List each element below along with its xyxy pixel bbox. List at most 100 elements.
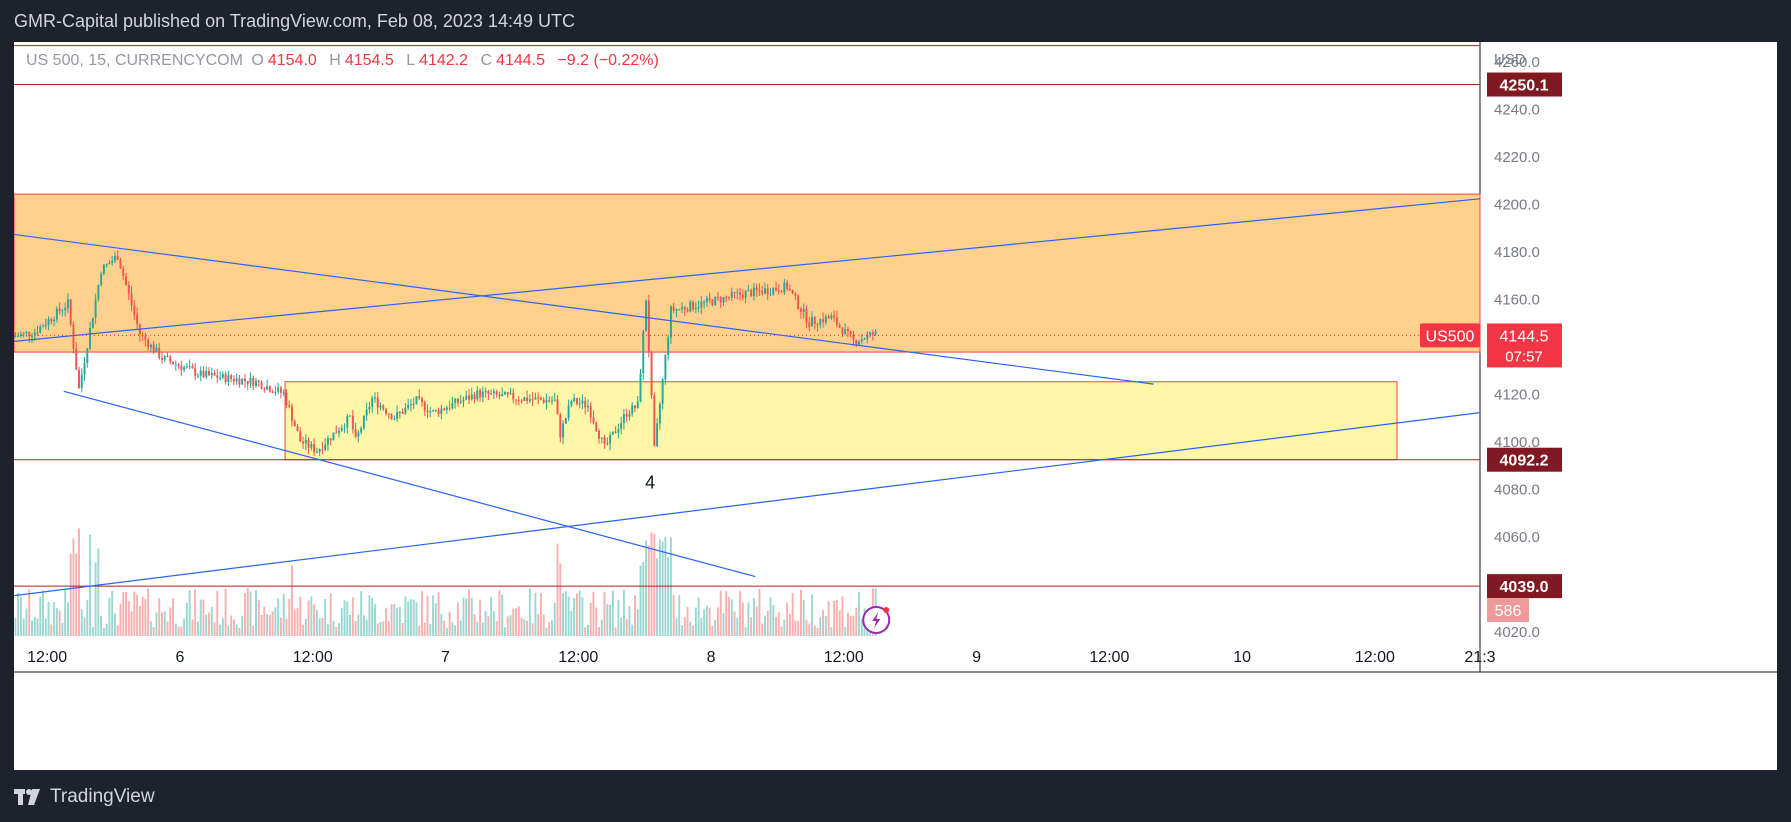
volume-bar — [678, 594, 681, 636]
candle-body — [498, 394, 501, 397]
price-chart[interactable]: 44020.04040.04060.04080.04100.04120.0414… — [14, 42, 1777, 770]
volume-bar — [808, 623, 811, 636]
volume-bar — [315, 610, 318, 636]
candle-body — [838, 324, 841, 328]
candle-body — [730, 292, 733, 298]
candle-body — [523, 397, 526, 401]
volume-bar — [332, 620, 335, 636]
candle-body — [39, 326, 42, 333]
candle-body — [528, 399, 531, 401]
volume-bar — [412, 599, 415, 636]
candle-body — [255, 380, 257, 386]
candle-body — [625, 414, 628, 417]
candle-body — [55, 308, 58, 320]
volume-bar — [448, 611, 451, 636]
candle-body — [772, 288, 775, 294]
candle-body — [650, 351, 653, 396]
volume-bar — [42, 590, 45, 636]
candle-body — [512, 392, 515, 400]
candle-body — [64, 307, 67, 311]
candle-body — [304, 439, 307, 444]
volume-bar — [766, 611, 769, 636]
chart-frame[interactable]: 44020.04040.04060.04080.04100.04120.0414… — [14, 42, 1777, 770]
candle-body — [805, 308, 808, 323]
candle-body — [844, 329, 847, 335]
last-price-box — [1487, 323, 1562, 368]
candle-body — [340, 428, 343, 432]
volume-bar — [669, 537, 672, 636]
candle-body — [703, 301, 706, 303]
candle-body — [645, 300, 648, 332]
candle-body — [360, 427, 363, 433]
volume-bar — [722, 613, 725, 636]
volume-bar — [161, 612, 163, 636]
volume-bar — [293, 609, 296, 636]
candle-body — [94, 299, 97, 318]
volume-bar — [675, 618, 678, 636]
candle-body — [631, 405, 634, 415]
candle-body — [326, 438, 329, 445]
volume-bar — [592, 591, 595, 636]
candle-body — [50, 319, 53, 322]
volume-bar — [360, 591, 363, 636]
volume-bar — [415, 602, 418, 636]
volume-bar — [28, 589, 31, 636]
candle-body — [459, 401, 462, 403]
zone-orange — [14, 193, 1481, 353]
volume-bar — [255, 590, 257, 636]
candle-body — [470, 394, 473, 400]
candle-body — [501, 394, 504, 397]
volume-bar — [172, 598, 175, 636]
y-tick-label: 4080.0 — [1494, 482, 1540, 499]
volume-bar — [125, 592, 127, 636]
candle-body — [869, 332, 872, 335]
candle-body — [149, 344, 152, 348]
volume-bar — [681, 625, 683, 636]
volume-bar — [304, 618, 307, 636]
volume-bar — [324, 599, 327, 636]
candle-body — [617, 429, 620, 433]
candle-body — [584, 400, 587, 408]
volume-bar — [672, 594, 675, 636]
volume-bar — [263, 606, 266, 636]
trendline — [14, 412, 1481, 597]
volume-bar — [584, 627, 587, 636]
candle-body — [263, 388, 266, 390]
volume-bar — [33, 616, 36, 636]
volume-bar — [716, 607, 719, 636]
volume-bar — [238, 627, 241, 636]
volume-bar — [835, 600, 838, 636]
volume-bar — [111, 590, 114, 636]
volume-bar — [407, 601, 410, 636]
candle-body — [504, 392, 506, 395]
volume-bar — [719, 590, 722, 636]
volume-bar — [523, 619, 526, 636]
candle-body — [481, 391, 484, 398]
volume-bar — [658, 539, 661, 636]
tradingview-logo[interactable]: TradingView — [14, 784, 155, 810]
candle-body — [454, 398, 457, 403]
candle-body — [42, 326, 45, 328]
x-tick-label: 12:00 — [27, 649, 67, 666]
volume-bar — [69, 553, 72, 636]
volume-bar — [387, 620, 390, 636]
x-tick-label: 12:00 — [293, 649, 333, 666]
volume-bar — [752, 598, 755, 636]
candle-body — [47, 319, 50, 325]
candle-body — [697, 307, 700, 309]
candle-body — [614, 431, 617, 433]
x-tick-label: 12:00 — [558, 649, 598, 666]
y-tick-label: 4220.0 — [1494, 149, 1540, 166]
candle-body — [429, 410, 432, 413]
level-label: 4039.0 — [1500, 579, 1549, 596]
volume-bar — [66, 602, 69, 636]
x-tick-label: 8 — [707, 649, 716, 666]
volume-bar — [349, 614, 352, 636]
candle-body — [694, 308, 697, 310]
candle-body — [628, 414, 631, 417]
volume-bar — [811, 594, 813, 636]
volume-bar — [498, 590, 501, 636]
volume-bar — [371, 597, 374, 636]
candle-body — [791, 290, 794, 294]
footer: TradingView — [0, 772, 1791, 822]
